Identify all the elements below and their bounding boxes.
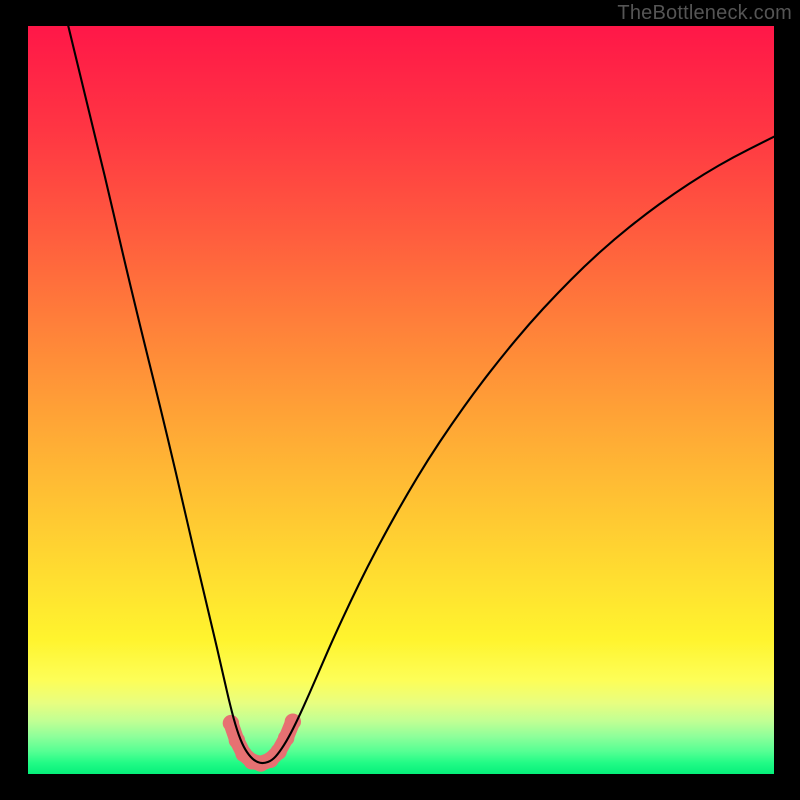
chart-svg [28, 26, 774, 774]
gradient-background [28, 26, 774, 774]
chart-frame: TheBottleneck.com [0, 0, 800, 800]
plot-area [28, 26, 774, 774]
watermark-text: TheBottleneck.com [617, 2, 792, 25]
